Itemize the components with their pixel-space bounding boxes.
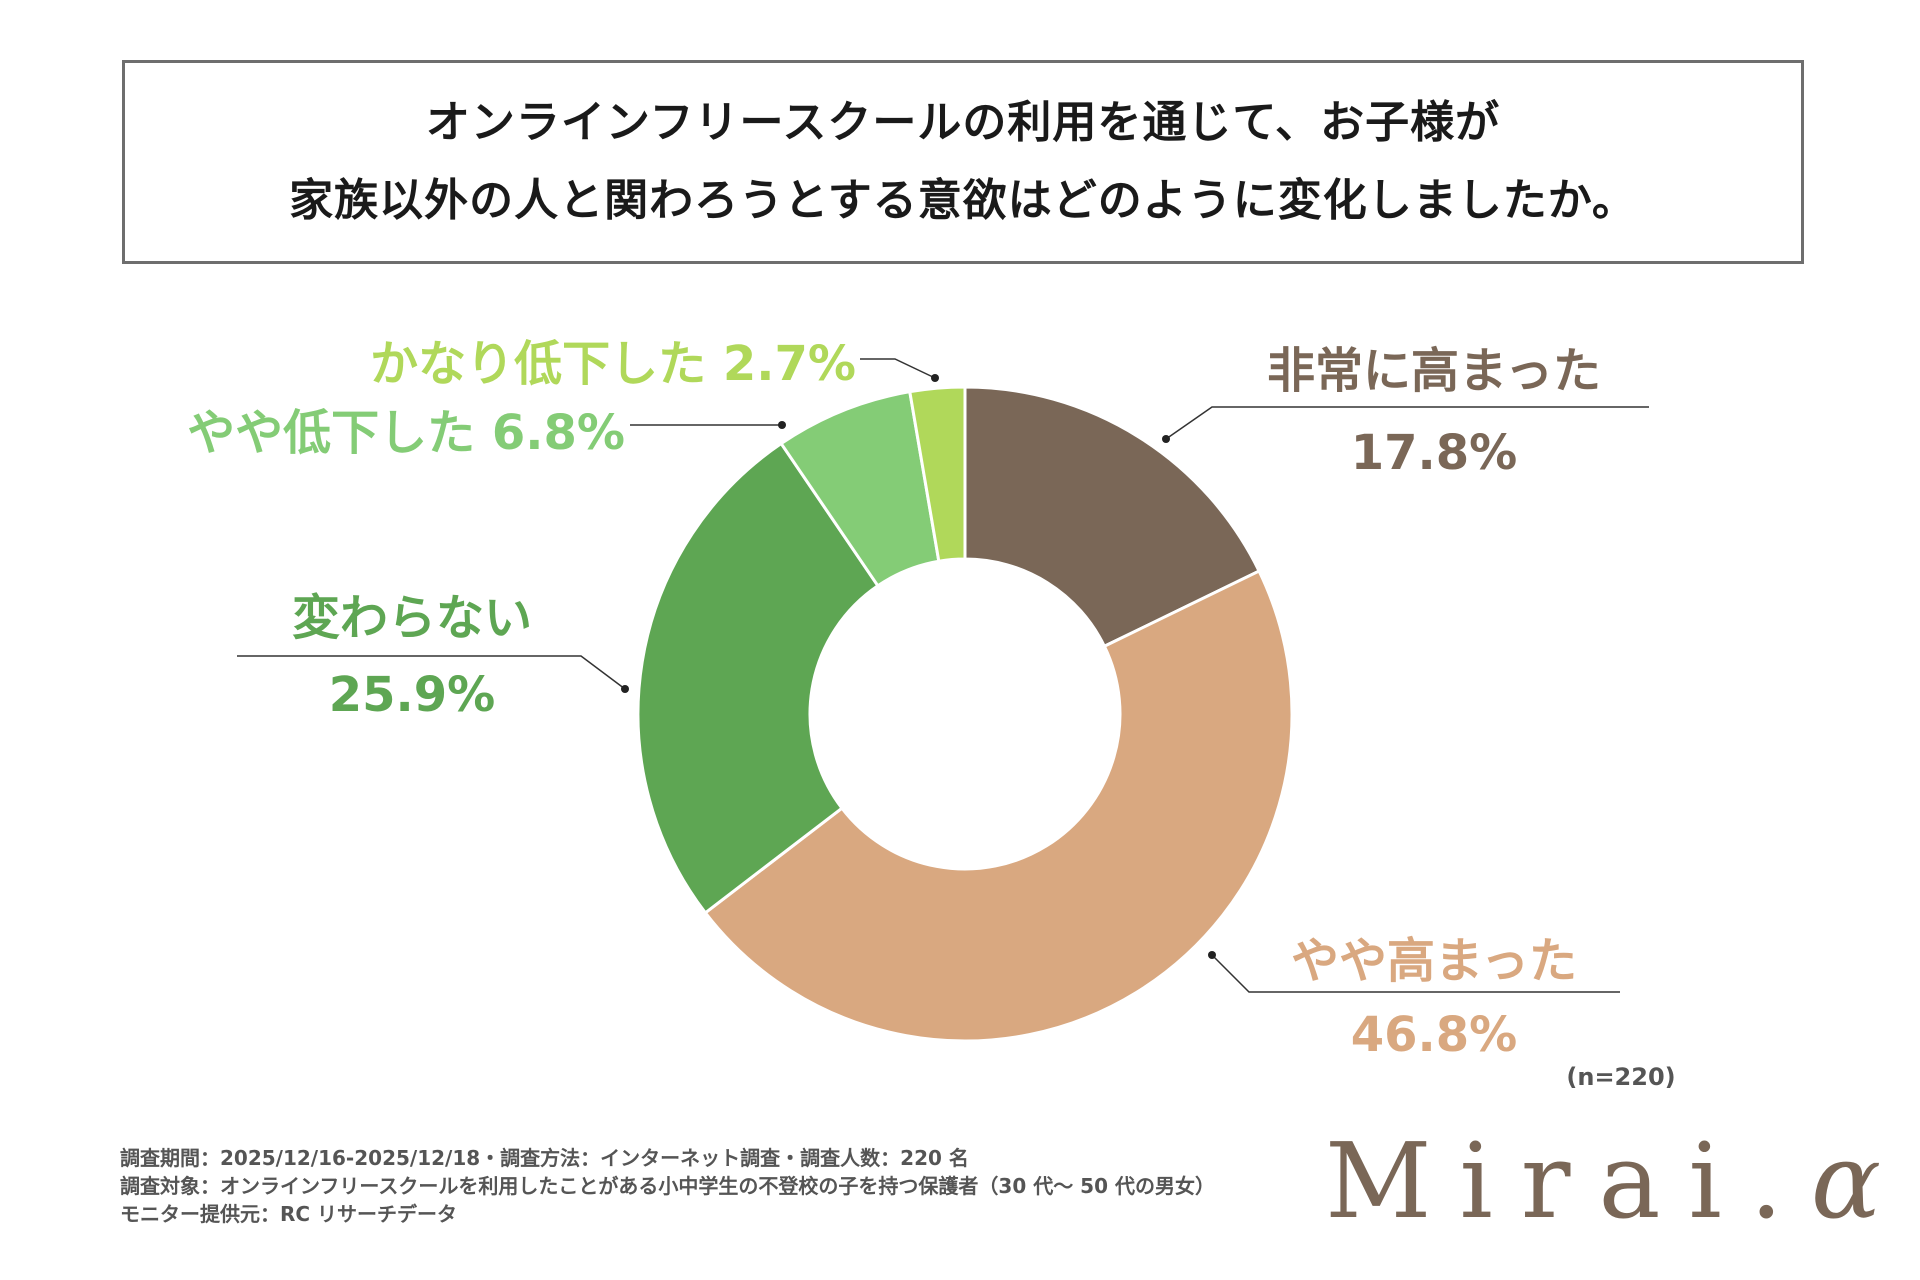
survey-footer: 調査期間：2025/12/16-2025/12/18・調査方法：インターネット調… [120,1144,1215,1228]
donut-slice-4 [908,385,967,563]
footer-line-1: 調査期間：2025/12/16-2025/12/18・調査方法：インターネット調… [120,1146,969,1170]
leader-dot-0 [1162,435,1170,443]
label-category-2: 変わらない [291,590,533,646]
title-line-1: オンラインフリースクールの利用を通じて、お子様が [425,97,1501,148]
logo-letter: i [1688,1120,1750,1242]
leader-dot-4 [931,374,939,382]
logo-letter: M [1325,1120,1460,1242]
label-category-3: やや低下した [187,405,476,461]
label-value-4: 2.7% [722,336,856,392]
logo-letter: a [1598,1120,1689,1242]
donut-slice-1 [703,569,1294,1043]
leader-dot-1 [1208,951,1216,959]
leader-dot-3 [778,421,786,429]
logo-letter: i [1459,1120,1521,1242]
leader-dot-2 [621,685,629,693]
label-value-2: 25.9% [328,667,496,723]
brand-logo: Mirai.α [1325,1120,1909,1242]
logo-letter: . [1749,1120,1811,1242]
label-group-3: やや低下した 6.8% [187,393,625,463]
leader-line-0 [1165,406,1649,440]
logo-letter: r [1520,1120,1599,1242]
donut-slice-0 [963,385,1262,649]
label-category-0: 非常に高まった [1266,343,1602,399]
title-line-2: 家族以外の人と関わろうとする意欲はどのように変化しましたか。 [289,175,1637,226]
label-value-0: 17.8% [1350,425,1518,481]
sample-size: (n=220) [1566,1063,1676,1091]
leader-line-2 [237,655,626,690]
leader-line-4 [860,358,936,379]
footer-line-2: 調査対象：オンラインフリースクールを利用したことがある小中学生の不登校の子を持つ… [120,1174,1215,1198]
donut-slice-2 [636,441,880,915]
label-value-3: 6.8% [491,405,625,461]
title-box: オンラインフリースクールの利用を通じて、お子様が 家族以外の人と関わろうとする意… [122,60,1804,264]
logo-letter: α [1810,1120,1910,1242]
label-group-4: かなり低下した 2.7% [370,324,856,394]
leader-line-1 [1211,954,1620,993]
label-category-1: やや高まった [1290,933,1578,989]
label-value-1: 46.8% [1350,1007,1518,1063]
label-category-4: かなり低下した [370,336,707,392]
footer-line-3: モニター提供元：RC リサーチデータ [120,1202,458,1226]
